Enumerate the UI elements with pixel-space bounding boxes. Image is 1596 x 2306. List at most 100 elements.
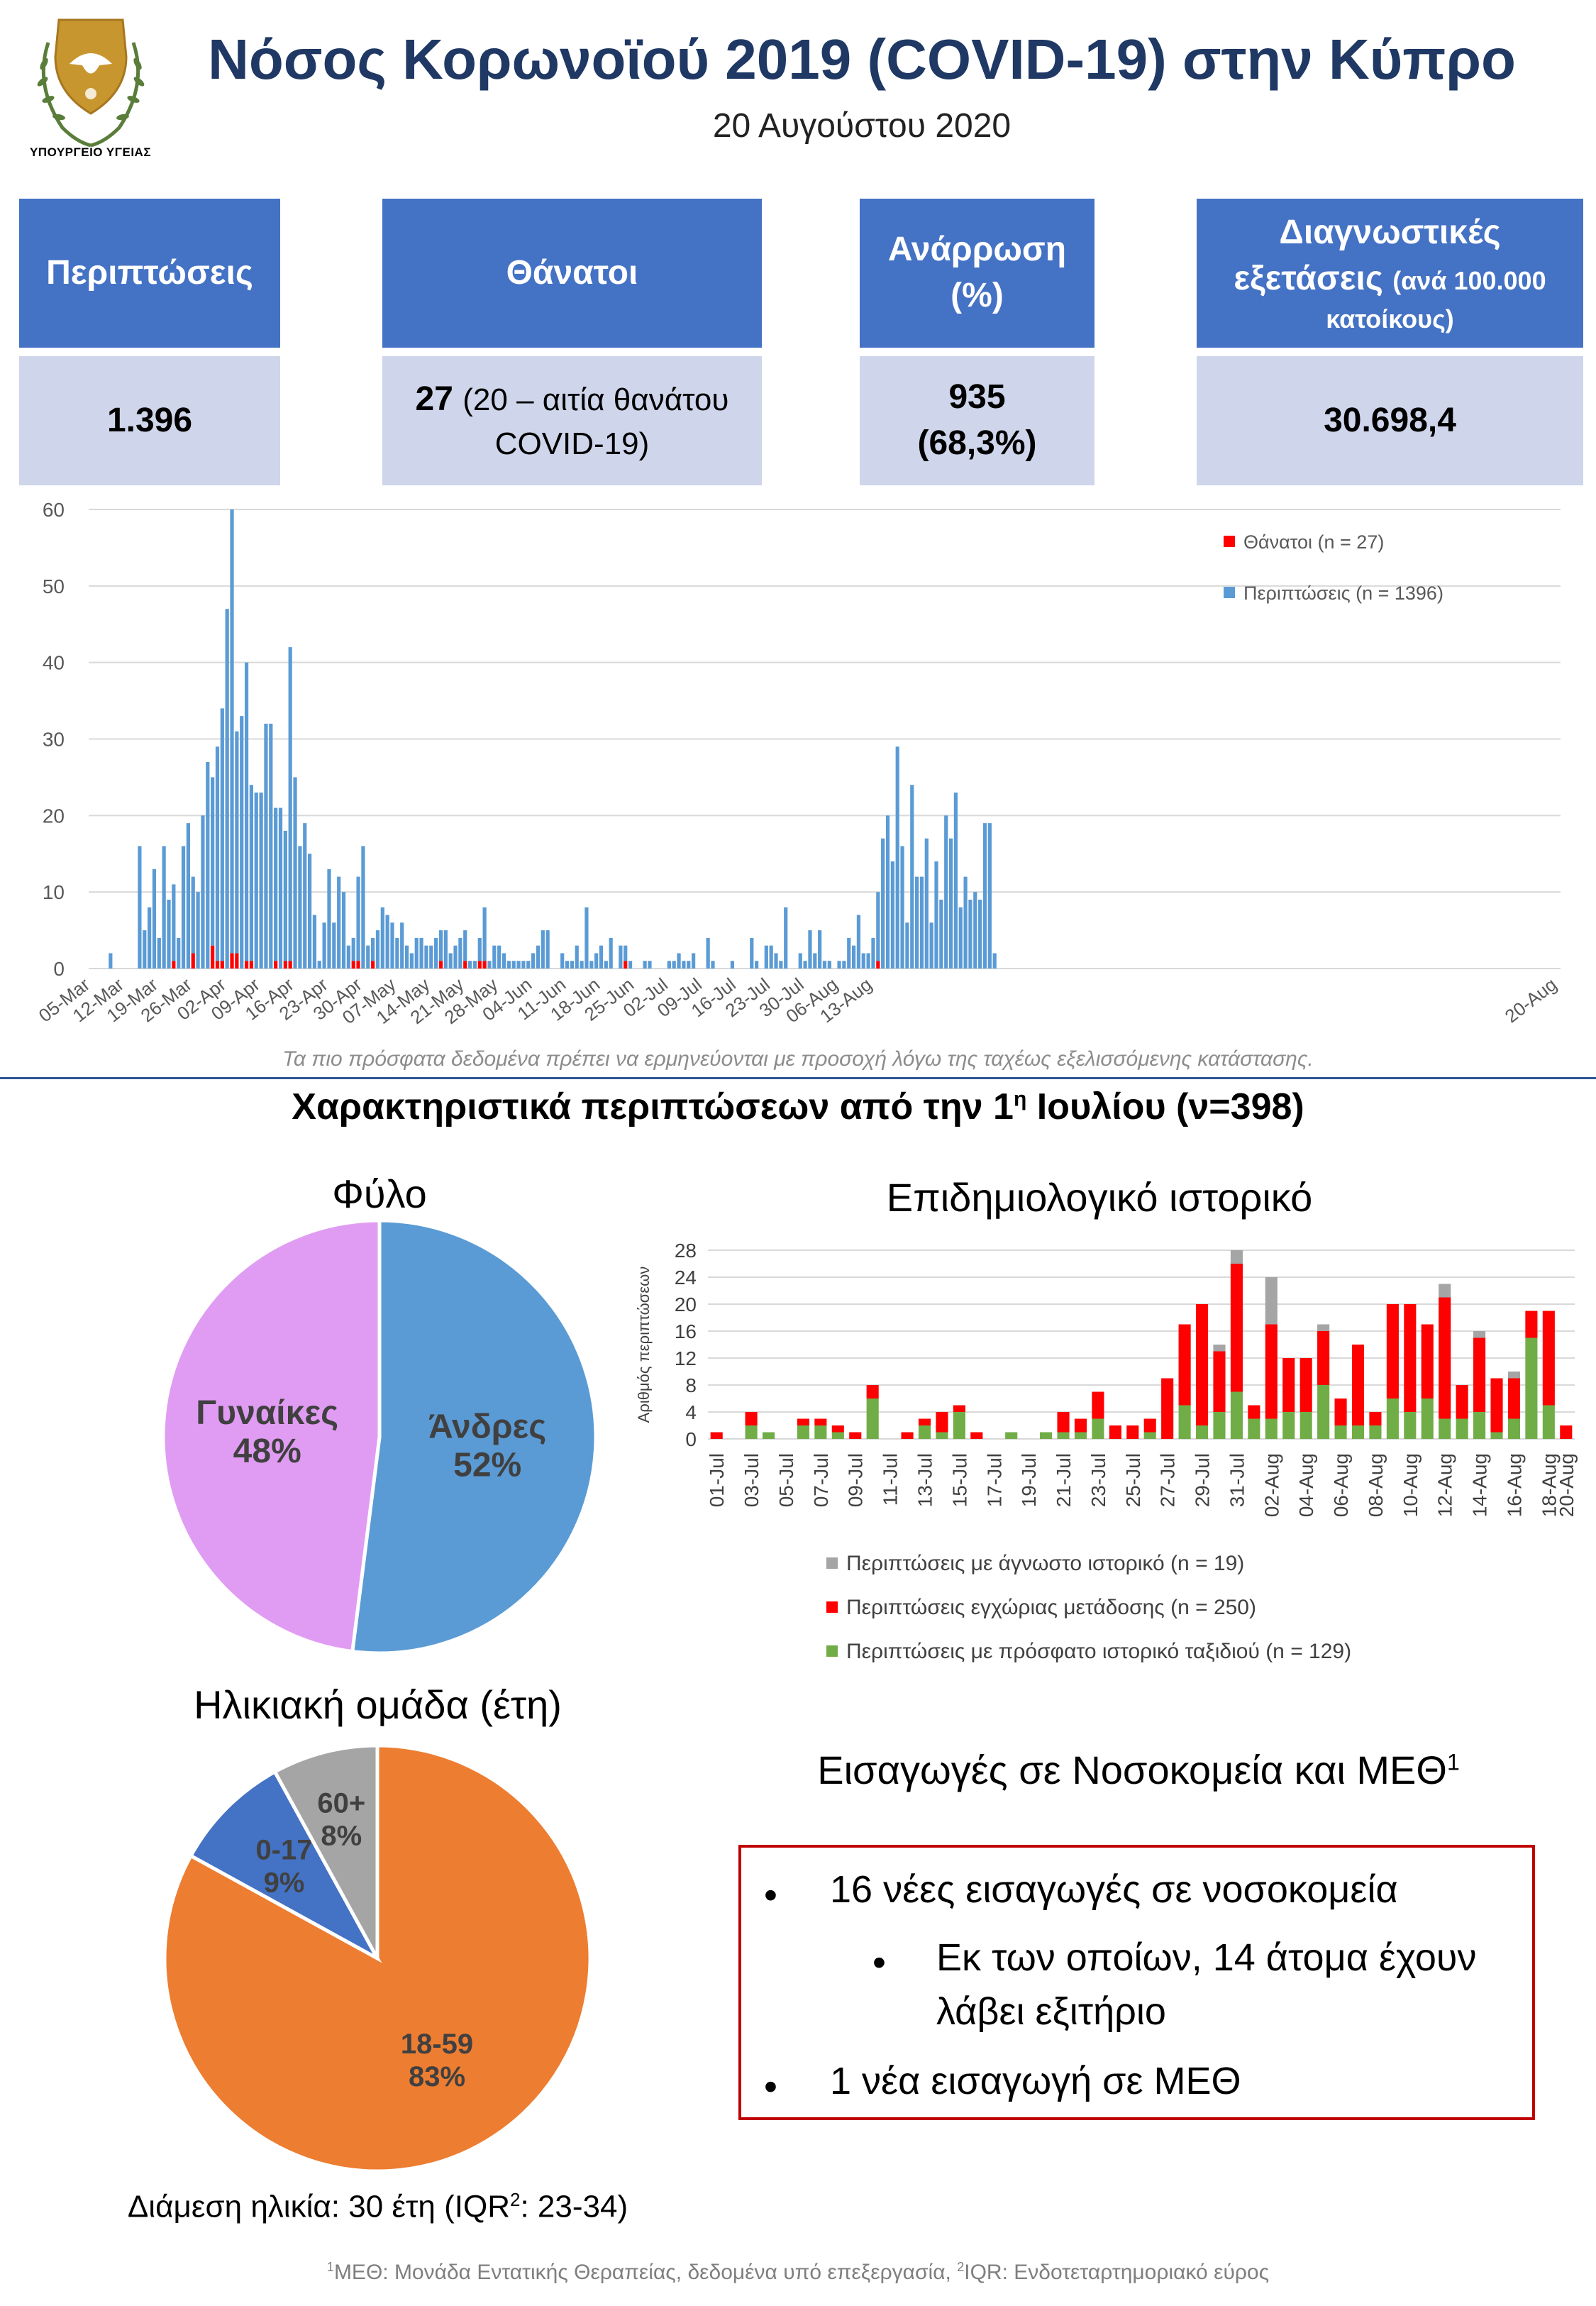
epi-bar — [1369, 1412, 1382, 1425]
case-bar — [706, 937, 710, 969]
kpi-cases-label: Περιπτώσεις — [46, 253, 253, 292]
epi-bar — [1369, 1425, 1382, 1439]
case-bar — [138, 846, 142, 969]
pie-slice-0-17 — [188, 1769, 382, 1963]
epi-bar — [1507, 1378, 1521, 1419]
death-bar — [230, 953, 234, 969]
case-bar — [215, 746, 220, 961]
case-bar — [779, 961, 783, 969]
case-bar — [687, 961, 691, 969]
footnote: 1ΜΕΘ: Μονάδα Εντατικής Θεραπείας, δεδομέ… — [0, 2260, 1596, 2285]
case-bar — [973, 892, 977, 969]
kpi-tests-header: Διαγνωστικές εξετάσεις (ανά 100.000 κατο… — [1197, 199, 1583, 348]
epi-bar — [1351, 1345, 1365, 1425]
case-bar — [521, 961, 526, 969]
epi-bar — [1439, 1297, 1451, 1419]
bullet-3: • — [764, 2065, 777, 2108]
case-bar — [235, 731, 239, 954]
epi-bar — [1265, 1418, 1278, 1439]
x-tick-label: 29-Jul — [1192, 1453, 1214, 1507]
case-bar — [152, 868, 157, 969]
epi-bar — [1525, 1337, 1538, 1439]
case-bar — [677, 953, 681, 969]
section-title-sup: η — [1013, 1087, 1027, 1111]
case-bar — [730, 961, 734, 969]
case-bar — [541, 930, 545, 969]
pie-value: 48% — [233, 1433, 301, 1470]
epi-bar — [1178, 1324, 1191, 1406]
case-bar — [580, 961, 584, 969]
epi-bar — [1230, 1391, 1243, 1439]
epi-bar — [1386, 1399, 1399, 1439]
epi-bar — [918, 1418, 931, 1425]
case-bar — [944, 815, 948, 969]
epi-bar — [936, 1412, 948, 1433]
case-bar — [803, 961, 807, 969]
kpi-tests-label-b: εξετάσεις — [1234, 259, 1383, 297]
case-bar — [851, 945, 856, 969]
epi-bar — [1074, 1418, 1087, 1433]
death-bar — [215, 961, 220, 969]
case-bar — [424, 945, 428, 969]
footnote-part-1: ΜΕΘ: Μονάδα Εντατικής Θεραπείας, δεδομέν… — [333, 2261, 958, 2284]
case-bar — [619, 945, 623, 969]
x-tick-label: 02-Aug — [1260, 1453, 1282, 1517]
epi-bar — [866, 1399, 879, 1439]
epi-bar — [1109, 1425, 1121, 1439]
case-bar — [274, 807, 278, 961]
case-bar — [769, 945, 773, 969]
epi-bar — [1005, 1432, 1018, 1439]
y-tick-label: 30 — [43, 729, 65, 751]
case-bar — [351, 937, 355, 961]
pie-slice-Γυναίκες — [161, 1218, 382, 1654]
legend-swatch — [826, 1601, 838, 1613]
x-tick-label: 13-Jul — [914, 1453, 936, 1507]
case-bar — [307, 854, 312, 969]
case-bar — [589, 961, 594, 969]
case-bar — [531, 953, 536, 969]
case-bar — [341, 892, 346, 969]
epi-bar — [936, 1432, 948, 1439]
epi-bar — [831, 1432, 844, 1439]
case-bar — [283, 830, 287, 961]
case-bar — [599, 945, 604, 969]
kpi-deaths-label: Θάνατοι — [506, 253, 638, 292]
x-tick-label: 27-Jul — [1157, 1453, 1179, 1507]
case-bar — [414, 937, 419, 969]
chart-caution-note: Τα πιο πρόσφατα δεδομένα πρέπει να ερμην… — [282, 1047, 1314, 1071]
case-bar — [624, 945, 628, 961]
x-tick-label: 12-Aug — [1434, 1453, 1456, 1517]
kpi-recovery-value: 935 — [948, 378, 1006, 416]
kpi-tests-label-d: κατοίκους) — [1326, 304, 1454, 333]
death-bar — [283, 961, 287, 969]
hospital-title: Εισαγωγές σε Νοσοκομεία και ΜΕΘ1 — [741, 1747, 1536, 1793]
pie-value: 8% — [321, 1820, 362, 1851]
death-bar — [356, 961, 360, 969]
epi-bar — [797, 1418, 809, 1425]
kpi-recovery-value-box: 935 (68,3%) — [860, 356, 1095, 485]
case-bar — [472, 961, 477, 969]
epi-bar — [1490, 1378, 1503, 1433]
case-bar — [177, 937, 181, 969]
bullet-2: • — [872, 1941, 886, 1984]
epi-bar — [953, 1412, 965, 1439]
case-bar — [337, 876, 341, 969]
epi-bar — [1542, 1311, 1555, 1406]
pie-slice-Άνδρες — [350, 1218, 598, 1655]
death-bar — [235, 953, 239, 969]
x-tick-label: 25-Jul — [1122, 1453, 1144, 1507]
legend-swatch — [1224, 587, 1235, 598]
case-bar — [774, 953, 778, 969]
epi-bar — [1404, 1304, 1417, 1412]
case-bar — [842, 961, 846, 969]
death-bar — [351, 961, 355, 969]
epi-bar — [1439, 1418, 1451, 1439]
case-bar — [434, 937, 438, 969]
case-bar — [876, 892, 880, 961]
case-bar — [978, 899, 982, 969]
pie-value: 9% — [264, 1867, 305, 1898]
epi-bar — [1299, 1358, 1312, 1412]
case-bar — [924, 838, 929, 969]
death-bar — [438, 961, 443, 969]
epi-bar — [970, 1432, 983, 1439]
